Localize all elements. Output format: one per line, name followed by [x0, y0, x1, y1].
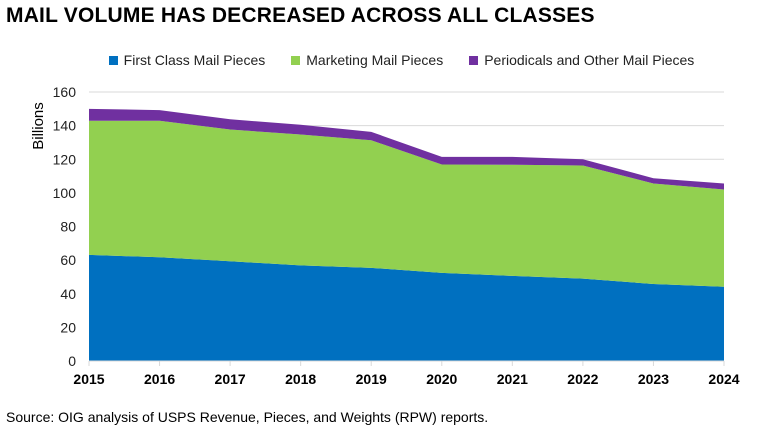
x-tick-label: 2020 [426, 371, 457, 387]
x-tick-label: 2022 [567, 371, 598, 387]
y-tick-label: 0 [68, 353, 76, 369]
legend-label: Marketing Mail Pieces [306, 52, 444, 68]
x-tick-label: 2023 [638, 371, 669, 387]
chart-title: MAIL VOLUME HAS DECREASED ACROSS ALL CLA… [6, 4, 595, 27]
x-tick-label: 2024 [708, 371, 739, 387]
x-tick-label: 2017 [215, 371, 246, 387]
y-tick-label: 140 [53, 118, 77, 134]
legend-item-periodicals: Periodicals and Other Mail Pieces [469, 52, 694, 68]
area-series-2 [89, 120, 724, 287]
x-tick-label: 2021 [497, 371, 528, 387]
y-tick-label: 20 [60, 319, 76, 335]
legend-swatch [108, 55, 118, 65]
area-series-3 [89, 108, 724, 190]
x-tick-label: 2019 [356, 371, 387, 387]
area-series-1 [89, 254, 724, 361]
y-tick-label: 100 [53, 185, 77, 201]
x-tick-label: 2016 [144, 371, 175, 387]
source-note: Source: OIG analysis of USPS Revenue, Pi… [6, 409, 489, 425]
legend-item-first-class: First Class Mail Pieces [108, 52, 266, 68]
legend-swatch [469, 55, 479, 65]
y-tick-label: 160 [53, 84, 77, 100]
legend: First Class Mail Pieces Marketing Mail P… [0, 52, 763, 68]
y-tick-label: 120 [53, 151, 77, 167]
legend-label: First Class Mail Pieces [123, 52, 266, 68]
y-tick-label: 80 [60, 219, 76, 235]
y-axis-label: Billions [30, 102, 47, 150]
x-tick-label: 2018 [285, 371, 316, 387]
legend-item-marketing: Marketing Mail Pieces [291, 52, 443, 68]
legend-swatch [291, 55, 301, 65]
y-tick-label: 60 [60, 252, 76, 268]
legend-label: Periodicals and Other Mail Pieces [484, 52, 695, 68]
x-tick-label: 2015 [73, 371, 104, 387]
y-tick-label: 40 [60, 286, 76, 302]
